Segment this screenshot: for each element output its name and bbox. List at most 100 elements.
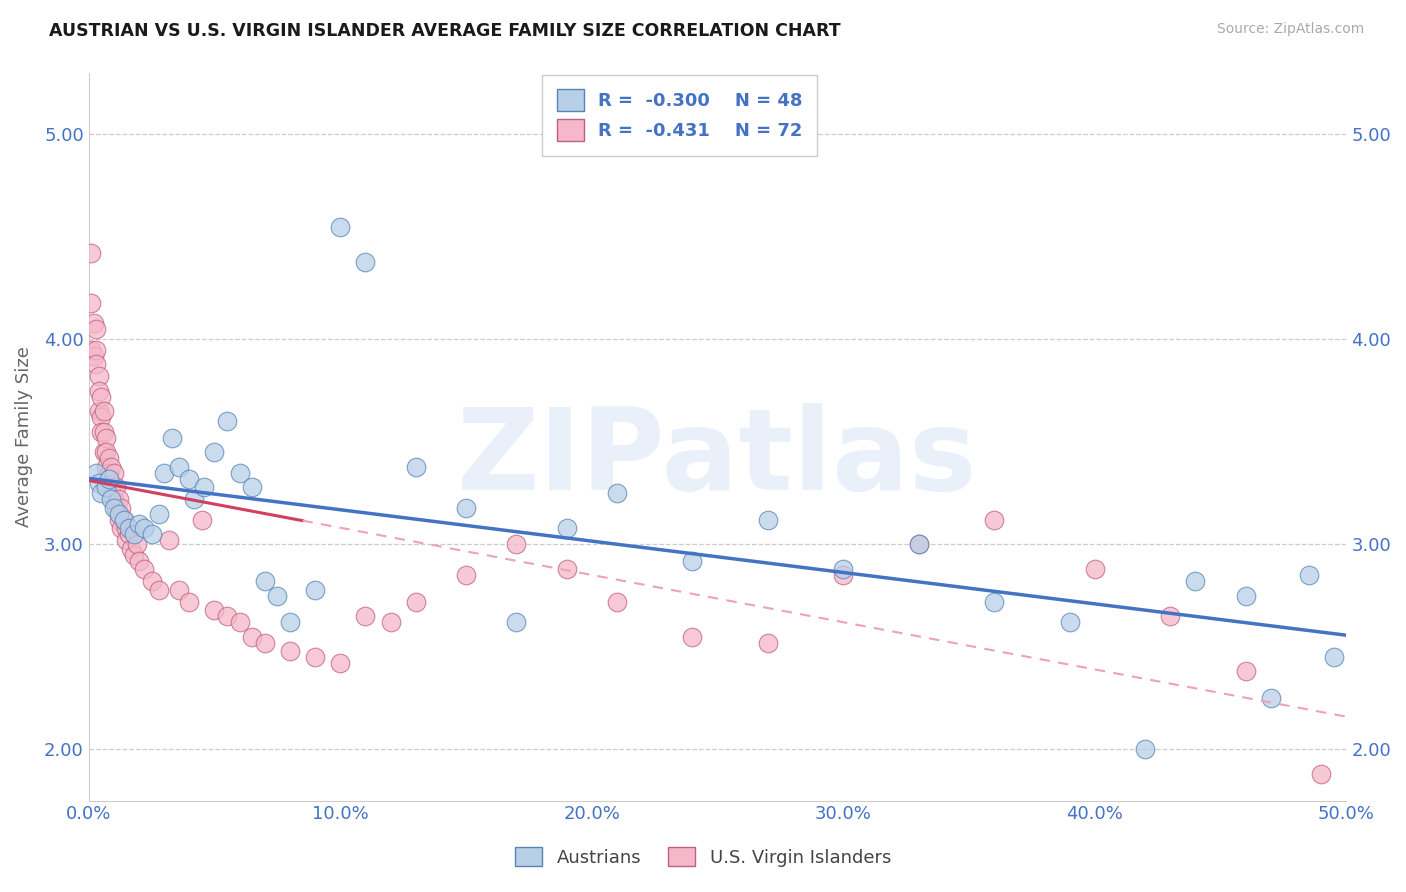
Point [122, 548, 145, 562]
Point [505, 537, 527, 551]
Point [907, 537, 929, 551]
Point [983, 595, 1005, 609]
Point [100, 480, 122, 494]
Point [90, 425, 112, 439]
Point [555, 562, 578, 576]
Point [1234, 589, 1257, 603]
Point [112, 513, 135, 527]
Legend: Austrians, U.S. Virgin Islanders: Austrians, U.S. Virgin Islanders [508, 840, 898, 874]
Point [304, 582, 326, 597]
Point [84, 357, 107, 371]
Point [832, 562, 855, 576]
Point [100, 459, 122, 474]
Point [118, 521, 141, 535]
Point [354, 254, 377, 268]
Point [97, 466, 120, 480]
Point [179, 595, 201, 609]
Point [87, 384, 110, 398]
Point [108, 492, 131, 507]
Point [83, 316, 105, 330]
Point [112, 513, 135, 527]
Point [100, 492, 122, 507]
Point [148, 582, 170, 597]
Point [108, 507, 131, 521]
Point [87, 475, 110, 490]
Point [96, 431, 118, 445]
Point [84, 343, 107, 357]
Point [87, 404, 110, 418]
Point [128, 516, 150, 531]
Point [110, 500, 132, 515]
Point [183, 492, 205, 507]
Y-axis label: Average Family Size: Average Family Size [15, 346, 32, 527]
Point [115, 521, 138, 535]
Point [1059, 615, 1081, 630]
Point [160, 431, 183, 445]
Point [380, 615, 402, 630]
Point [93, 404, 115, 418]
Point [105, 480, 128, 494]
Point [191, 513, 214, 527]
Point [87, 369, 110, 384]
Point [215, 414, 238, 428]
Point [354, 609, 377, 624]
Point [505, 615, 527, 630]
Point [90, 410, 112, 425]
Point [157, 533, 180, 548]
Point [278, 615, 301, 630]
Point [606, 486, 628, 500]
Point [228, 615, 250, 630]
Point [90, 486, 112, 500]
Point [228, 466, 250, 480]
Point [80, 343, 103, 357]
Point [103, 466, 125, 480]
Point [125, 537, 148, 551]
Point [756, 513, 779, 527]
Point [253, 636, 276, 650]
Point [681, 554, 703, 568]
Point [278, 644, 301, 658]
Point [169, 582, 191, 597]
Point [84, 322, 107, 336]
Point [122, 527, 145, 541]
Point [555, 521, 578, 535]
Point [115, 533, 138, 548]
Point [756, 636, 779, 650]
Point [97, 451, 120, 466]
Point [103, 492, 125, 507]
Point [454, 500, 477, 515]
Point [983, 513, 1005, 527]
Point [96, 445, 118, 459]
Point [141, 574, 163, 589]
Point [405, 595, 427, 609]
Point [240, 480, 263, 494]
Point [832, 568, 855, 582]
Point [266, 589, 288, 603]
Point [1133, 742, 1156, 756]
Point [1159, 609, 1181, 624]
Legend: R =  -0.300    N = 48, R =  -0.431    N = 72: R = -0.300 N = 48, R = -0.431 N = 72 [543, 75, 817, 156]
Point [80, 246, 103, 260]
Point [148, 507, 170, 521]
Point [329, 657, 352, 671]
Point [1260, 691, 1282, 706]
Point [1234, 665, 1257, 679]
Point [141, 527, 163, 541]
Point [93, 425, 115, 439]
Point [193, 480, 215, 494]
Point [110, 521, 132, 535]
Point [681, 630, 703, 644]
Point [132, 521, 155, 535]
Text: Source: ZipAtlas.com: Source: ZipAtlas.com [1216, 22, 1364, 37]
Point [454, 568, 477, 582]
Point [253, 574, 276, 589]
Point [606, 595, 628, 609]
Point [80, 295, 103, 310]
Point [405, 459, 427, 474]
Point [108, 513, 131, 527]
Point [118, 527, 141, 541]
Point [179, 472, 201, 486]
Point [240, 630, 263, 644]
Text: AUSTRIAN VS U.S. VIRGIN ISLANDER AVERAGE FAMILY SIZE CORRELATION CHART: AUSTRIAN VS U.S. VIRGIN ISLANDER AVERAGE… [49, 22, 841, 40]
Point [1184, 574, 1206, 589]
